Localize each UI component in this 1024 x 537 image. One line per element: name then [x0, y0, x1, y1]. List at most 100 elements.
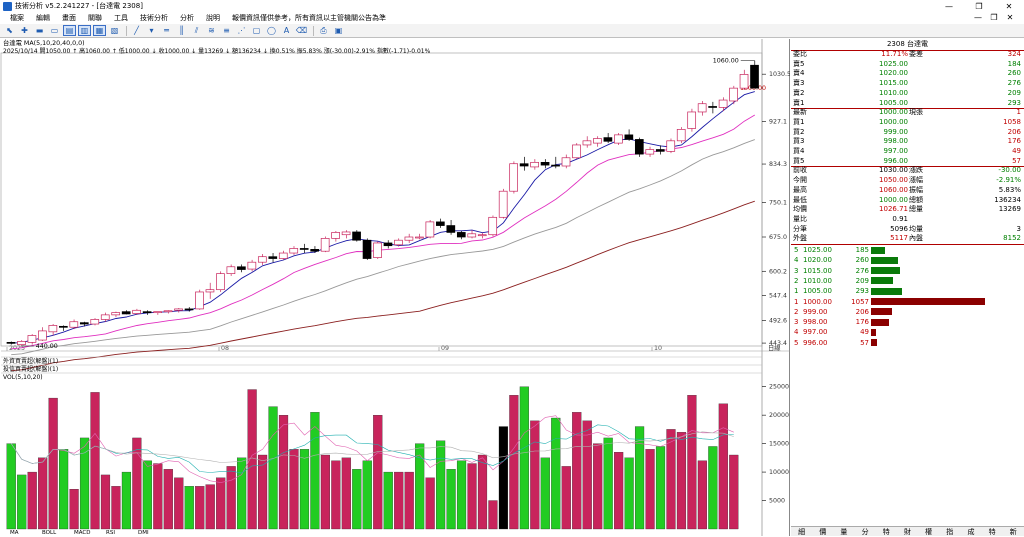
quote-tab-2[interactable]: 量: [840, 528, 848, 536]
quote-tab-9[interactable]: 特: [988, 528, 996, 536]
candle-body: [90, 319, 100, 325]
price-tick-label: 492.6: [769, 318, 787, 325]
quote-tab-8[interactable]: 成: [967, 528, 975, 536]
candle-body: [687, 111, 697, 129]
row-label: 賣2: [793, 88, 805, 97]
vline-icon[interactable]: ║: [179, 26, 184, 35]
crosshair-icon[interactable]: ✚: [21, 26, 28, 35]
menu-file[interactable]: 檔案: [10, 14, 24, 22]
menu-analysis[interactable]: 分析: [180, 14, 194, 22]
quote-tab-1[interactable]: 價: [819, 528, 827, 536]
draw-line-icon[interactable]: ╱: [134, 26, 139, 35]
candle-body: [477, 234, 487, 237]
gann-icon[interactable]: ⋰: [237, 26, 246, 35]
candle-body: [289, 248, 299, 254]
candle-body: [153, 311, 162, 314]
ladder-row: 4 1020.00 260: [791, 255, 1024, 265]
layout3-icon[interactable]: ▦: [93, 25, 106, 36]
ask-row: 賣3 1015.00 276: [791, 79, 1024, 89]
row-label: 今開: [793, 176, 807, 185]
price-volume-chart[interactable]: 台達電 MA(5,10,20,40,0,0)2025/10/14 開1050.0…: [0, 39, 790, 536]
fib-icon[interactable]: ≡: [223, 26, 230, 35]
draw-dropdown-icon[interactable]: ▾: [149, 26, 154, 35]
candle-body: [331, 232, 340, 239]
ellipse-icon[interactable]: ◯: [267, 26, 276, 35]
ladder-price: 999.00: [803, 307, 828, 316]
quote-panel: 2308 台達電 委比 11.71% 委差 324 賣5 1025.00 184 賣4 1020…: [791, 39, 1024, 536]
volume-bar: [121, 471, 132, 530]
quote-tab-4[interactable]: 特: [882, 528, 890, 536]
ladder-qty: 57: [860, 338, 869, 347]
bid-row: 買2 999.00 206: [791, 128, 1024, 138]
row-label2: 均量: [909, 224, 923, 233]
row-value: 1000.00: [879, 117, 908, 126]
channel-icon[interactable]: ≋: [208, 26, 215, 35]
text-icon[interactable]: A: [283, 26, 290, 35]
ask-row: 賣2 1010.00 209: [791, 89, 1024, 99]
volume-bar: [268, 406, 278, 530]
menu-bar: 檔案 編輯 畫面 關聯 工具 技術分析 分析 說明 報價資訊僅供參考，所有資訊以…: [0, 12, 1024, 24]
row-value2: 3: [1016, 224, 1021, 233]
volume-bar: [17, 474, 27, 530]
menu-help[interactable]: 說明: [206, 14, 220, 22]
candle-body: [655, 149, 665, 152]
row-label2: 現張: [909, 108, 923, 117]
ladder-qty: 209: [855, 276, 869, 285]
volume-bar: [111, 486, 121, 530]
row-label: 買1: [793, 117, 805, 126]
layout4-icon[interactable]: ▧: [110, 26, 119, 35]
month-label: 10: [654, 345, 662, 352]
quote-tab-6[interactable]: 權: [925, 528, 933, 536]
quote-tab-5[interactable]: 財: [903, 528, 911, 536]
volume-tick-label: 10000: [769, 469, 789, 476]
parallel-icon[interactable]: ⫽: [194, 25, 199, 35]
bid-row: 買3 998.00 176: [791, 137, 1024, 147]
menu-technical[interactable]: 技術分析: [140, 14, 168, 22]
candle-body: [195, 291, 204, 310]
row-label2: 委差: [909, 50, 923, 58]
hline-icon[interactable]: ═: [164, 26, 169, 35]
menu-tools[interactable]: 工具: [114, 14, 128, 22]
volume-bar: [59, 449, 69, 530]
volume-bar: [132, 437, 142, 530]
menu-edit[interactable]: 編輯: [36, 14, 50, 22]
child-close-button[interactable]: ✕: [1006, 13, 1014, 22]
save-icon[interactable]: ▣: [334, 26, 343, 35]
menu-view[interactable]: 畫面: [62, 14, 76, 22]
volume-bar: [331, 460, 341, 530]
quote-tab-10[interactable]: 新: [1009, 528, 1017, 536]
layout1-icon[interactable]: ▤: [63, 25, 76, 36]
volume-bar: [498, 426, 509, 530]
eraser-icon[interactable]: ⌫: [295, 26, 308, 35]
candle-body: [226, 266, 236, 274]
candle-body: [184, 308, 194, 311]
close-button[interactable]: ✕: [1005, 1, 1013, 11]
quote-tab-3[interactable]: 分: [861, 528, 869, 536]
candle-body: [509, 163, 518, 192]
layout2-icon[interactable]: ▥: [78, 25, 91, 36]
child-minimize-button[interactable]: —: [974, 13, 982, 22]
zoom-in-icon[interactable]: ▭: [50, 26, 59, 35]
rect-icon[interactable]: ▢: [252, 26, 261, 35]
volume-bar: [540, 457, 550, 530]
row-label: 分筆: [793, 224, 807, 233]
child-restore-button[interactable]: ❐: [990, 13, 998, 22]
candle-body: [48, 325, 58, 333]
candle-body: [121, 311, 131, 315]
minimize-button[interactable]: —: [945, 1, 953, 11]
quote-tab-0[interactable]: 細: [798, 528, 806, 536]
maximize-button[interactable]: ❐: [975, 1, 983, 11]
print-icon[interactable]: ⎙: [320, 25, 327, 35]
period-label: 日線: [768, 343, 781, 352]
volume-bar: [257, 454, 268, 530]
chart-area[interactable]: 台達電 MA(5,10,20,40,0,0) 2025/10/14 開1050.0…: [0, 39, 790, 536]
menu-related[interactable]: 關聯: [88, 14, 102, 22]
row-value: 1060.00: [879, 185, 908, 194]
zoom-out-icon[interactable]: ▬: [35, 26, 44, 35]
arrow-icon[interactable]: ⬉: [6, 26, 13, 35]
row-label: 買5: [793, 156, 805, 165]
row-label: 外盤: [793, 234, 807, 243]
quote-tab-7[interactable]: 指: [946, 528, 954, 536]
candle-body: [572, 144, 581, 159]
row-value: 1015.00: [879, 79, 908, 88]
